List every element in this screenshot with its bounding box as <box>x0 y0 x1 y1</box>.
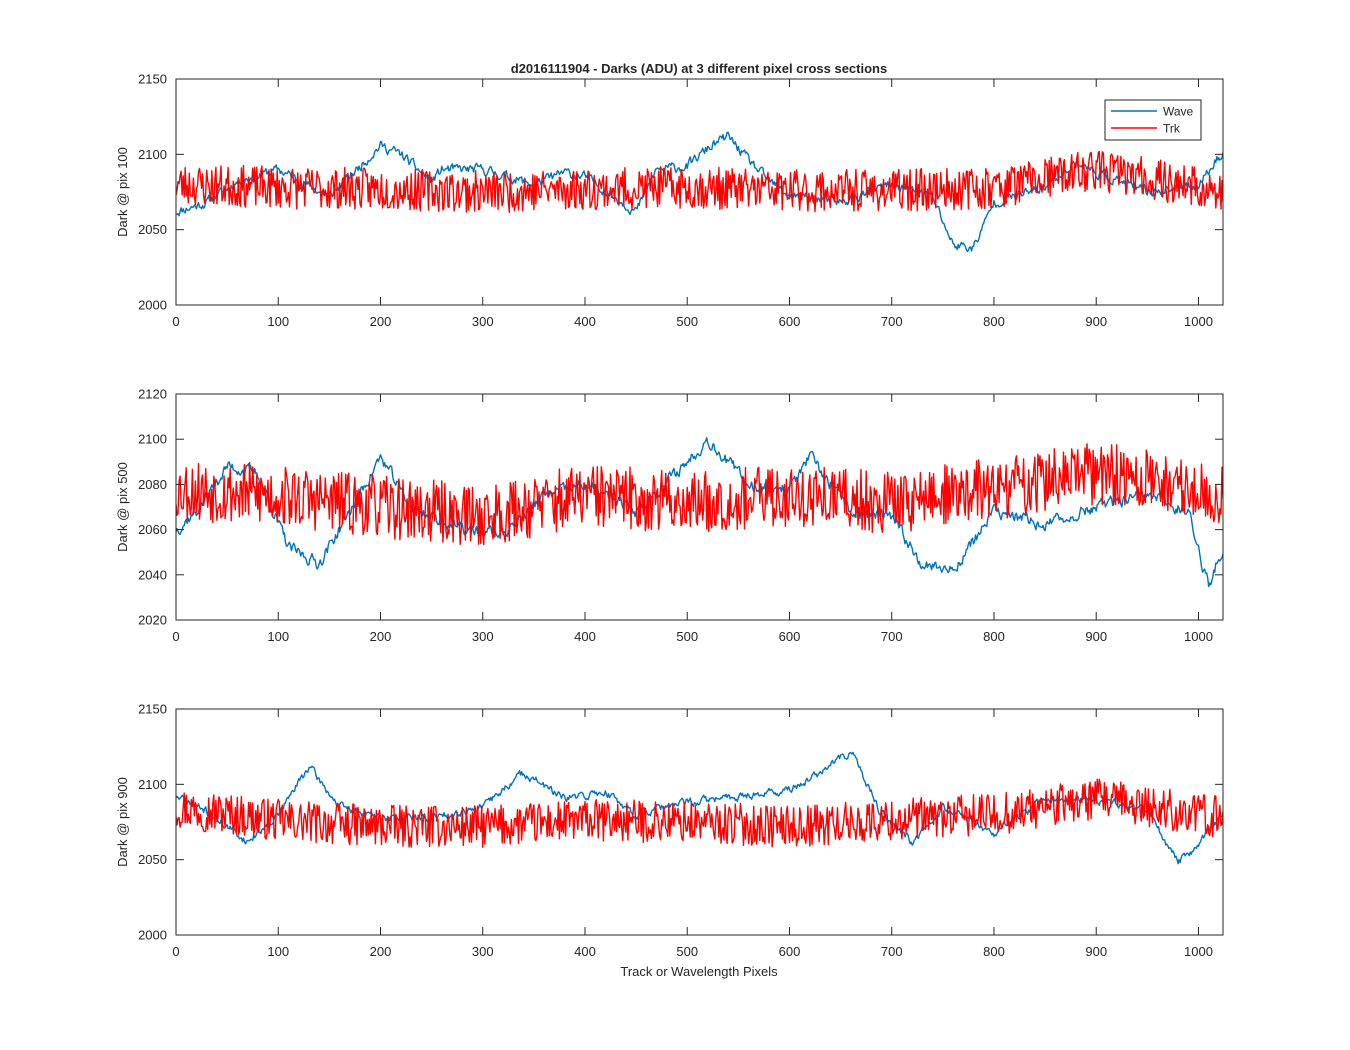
x-tick-label: 100 <box>267 314 289 329</box>
y-axis-label: Dark @ pix 900 <box>115 777 130 867</box>
x-tick-label: 300 <box>472 314 494 329</box>
x-tick-label: 600 <box>779 944 801 959</box>
x-tick-label: 0 <box>172 629 179 644</box>
y-axis-label: Dark @ pix 100 <box>115 147 130 237</box>
subplot-pix-500: 0 100 200 300 400 500 600 700 800 900 1000 2020 2040… <box>115 387 1224 644</box>
y-tick-label: 2150 <box>138 702 167 717</box>
x-axis-label: Track or Wavelength Pixels <box>620 964 778 979</box>
y-tick-label: 2000 <box>138 298 167 313</box>
x-tick-label: 500 <box>676 629 698 644</box>
y-tick-label: 2050 <box>138 222 167 237</box>
x-tick-label: 700 <box>881 314 903 329</box>
x-tick-label: 600 <box>779 629 801 644</box>
x-tick-label: 800 <box>983 629 1005 644</box>
legend-box <box>1104 99 1202 141</box>
x-tick-label: 800 <box>983 944 1005 959</box>
y-tick-label: 2100 <box>138 432 167 447</box>
axes-frame <box>175 393 1224 621</box>
chart-title: d2016111904 - Darks (ADU) at 3 different… <box>511 61 887 76</box>
y-tick-label: 2080 <box>138 477 167 492</box>
subplot-pix-900: 0 100 200 300 400 500 600 700 800 900 1000 2000 2050… <box>115 702 1224 959</box>
subplot-pix-100: 0 100 200 300 400 500 600 700 800 900 1000 2000 2050… <box>115 72 1224 329</box>
series-line-wave <box>176 437 1223 588</box>
y-tick-label: 2060 <box>138 522 167 537</box>
series-line-trk <box>176 150 1223 214</box>
x-tick-label: 700 <box>881 629 903 644</box>
series-line-trk <box>176 443 1223 546</box>
x-tick-label: 100 <box>267 629 289 644</box>
y-tick-label: 2120 <box>138 387 167 402</box>
x-tick-label: 1000 <box>1184 314 1213 329</box>
x-tick-label: 300 <box>472 944 494 959</box>
x-tick-label: 1000 <box>1184 944 1213 959</box>
y-tick-label: 2100 <box>138 147 167 162</box>
x-tick-label: 800 <box>983 314 1005 329</box>
x-tick-label: 400 <box>574 944 596 959</box>
x-tick-label: 400 <box>574 314 596 329</box>
x-tick-label: 900 <box>1085 944 1107 959</box>
x-tick-label: 1000 <box>1184 629 1213 644</box>
series-group <box>176 131 1223 253</box>
x-tick-label: 0 <box>172 944 179 959</box>
x-tick-label: 200 <box>370 629 392 644</box>
x-tick-label: 700 <box>881 944 903 959</box>
x-tick-label: 400 <box>574 629 596 644</box>
y-axis-label: Dark @ pix 500 <box>115 462 130 552</box>
x-tick-label: 500 <box>676 944 698 959</box>
y-tick-label: 2100 <box>138 777 167 792</box>
x-tick-label: 200 <box>370 314 392 329</box>
legend-label-trk: Trk <box>1163 122 1181 136</box>
legend-label-wave: Wave <box>1163 105 1194 119</box>
y-tick-label: 2040 <box>138 567 167 582</box>
x-tick-label: 900 <box>1085 629 1107 644</box>
x-tick-label: 900 <box>1085 314 1107 329</box>
axes-frame <box>175 708 1224 936</box>
x-tick-label: 300 <box>472 629 494 644</box>
x-tick-label: 600 <box>779 314 801 329</box>
series-group <box>176 437 1223 588</box>
x-tick-label: 100 <box>267 944 289 959</box>
series-line-trk <box>176 778 1223 848</box>
x-tick-label: 500 <box>676 314 698 329</box>
y-tick-label: 2150 <box>138 72 167 87</box>
series-line-wave <box>176 751 1223 865</box>
series-group <box>176 751 1223 865</box>
y-tick-label: 2050 <box>138 852 167 867</box>
y-tick-label: 2020 <box>138 613 167 628</box>
legend: Wave Trk <box>1104 99 1202 141</box>
x-tick-label: 0 <box>172 314 179 329</box>
x-tick-label: 200 <box>370 944 392 959</box>
axes-frame <box>175 78 1224 306</box>
y-tick-label: 2000 <box>138 928 167 943</box>
